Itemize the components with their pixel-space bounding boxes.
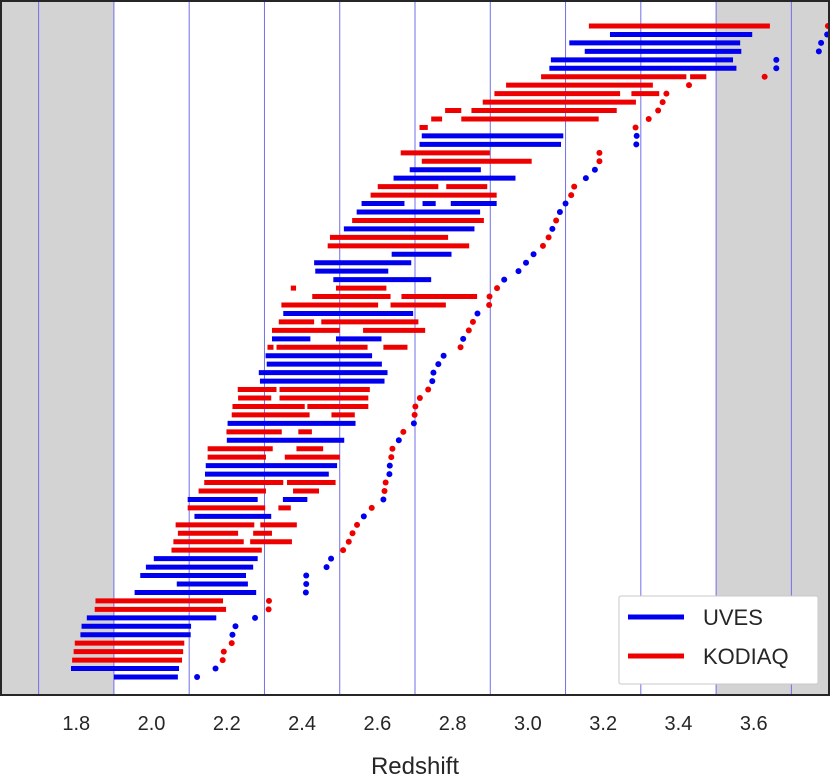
zem-dot-kodiaq-26 [539, 242, 546, 249]
zem-dot-kodiaq-59 [354, 521, 361, 528]
x-tick-label-3: 2.4 [288, 713, 316, 735]
zem-dot-kodiaq-60 [349, 530, 356, 537]
zem-dot-kodiaq-62 [340, 547, 347, 554]
zem-dot-kodiaq-48 [400, 428, 407, 435]
zem-dot-uves-72 [229, 631, 236, 638]
zem-dot-uves-52 [386, 462, 393, 469]
zem-dot-kodiaq-32 [486, 293, 493, 300]
zem-dot-uves-39 [440, 352, 447, 359]
x-tick-label-4: 2.6 [363, 713, 391, 735]
zem-dot-kodiaq-10 [655, 107, 662, 114]
zem-dot-uves-70 [252, 614, 259, 621]
zem-dot-kodiaq-50 [389, 445, 396, 452]
zem-dot-kodiaq-19 [571, 183, 578, 190]
legend-label-uves: UVES [703, 605, 763, 630]
shaded-region-0 [1, 1, 114, 695]
zem-dot-uves-28 [523, 259, 530, 266]
zem-dot-uves-24 [549, 225, 556, 232]
zem-dot-kodiaq-73 [228, 640, 235, 647]
zem-dot-kodiaq-12 [632, 124, 639, 131]
zem-dot-uves-71 [232, 623, 239, 630]
zem-dot-kodiaq-6 [761, 73, 768, 80]
zem-dot-kodiaq-9 [659, 99, 666, 106]
zem-dot-kodiaq-20 [568, 192, 575, 199]
x-tick-label-7: 3.2 [589, 713, 617, 735]
zem-dot-kodiaq-57 [368, 504, 375, 511]
zem-dot-uves-34 [474, 310, 481, 317]
sightline-segments [71, 23, 770, 680]
x-tick-label-5: 2.8 [439, 713, 467, 735]
zem-dot-uves-40 [435, 361, 442, 368]
zem-dot-uves-22 [556, 209, 563, 215]
zem-dot-kodiaq-61 [345, 538, 352, 545]
x-axis-label: Redshift [371, 753, 459, 780]
zem-dot-uves-3 [815, 48, 822, 55]
zem-dot-kodiaq-46 [411, 411, 418, 418]
zem-dot-uves-76 [212, 665, 219, 672]
zem-dot-uves-17 [591, 166, 598, 173]
zem-dot-kodiaq-15 [596, 149, 603, 156]
zem-dot-kodiaq-25 [545, 234, 552, 241]
x-tick-label-9: 3.6 [740, 713, 768, 735]
zem-dot-uves-29 [515, 268, 522, 275]
zem-dot-kodiaq-23 [553, 217, 560, 224]
zem-dot-uves-66 [303, 581, 310, 587]
zem-dot-uves-63 [328, 555, 335, 562]
zem-dot-uves-65 [303, 572, 310, 579]
zem-dot-uves-5 [773, 65, 780, 72]
zem-dot-kodiaq-69 [265, 606, 272, 613]
zem-dot-kodiaq-75 [219, 657, 226, 664]
zem-dot-uves-47 [410, 420, 417, 427]
zem-dot-kodiaq-54 [382, 479, 389, 486]
x-tick-label-6: 3.0 [514, 713, 542, 735]
plot-frame [0, 0, 830, 696]
zem-dot-uves-49 [395, 437, 402, 444]
emission-redshift-dots [194, 23, 830, 680]
x-tick-label-0: 1.8 [62, 713, 90, 735]
x-tick-labels: 1.8 2.0 2.2 2.4 2.6 2.8 3.0 3.2 3.4 3.6 [62, 713, 767, 735]
zem-dot-kodiaq-7 [685, 82, 692, 89]
zem-dot-uves-77 [194, 674, 201, 680]
zem-dot-kodiaq-8 [663, 90, 670, 97]
zem-dot-kodiaq-11 [645, 116, 652, 122]
zem-dot-uves-18 [582, 175, 589, 182]
zem-dot-kodiaq-68 [265, 597, 272, 604]
shaded-region-1 [716, 1, 829, 695]
zem-dot-uves-30 [501, 276, 508, 283]
zem-dot-uves-41 [430, 369, 437, 376]
zem-dot-kodiaq-35 [469, 318, 476, 325]
zem-dot-uves-2 [818, 39, 825, 46]
zem-dot-kodiaq-16 [596, 158, 603, 165]
zem-dot-uves-56 [380, 496, 387, 503]
zem-dot-uves-4 [773, 56, 780, 63]
zem-dot-uves-42 [429, 378, 436, 385]
zem-dot-uves-58 [360, 513, 367, 520]
x-tick-label-1: 2.0 [138, 713, 166, 735]
shaded-regions [1, 1, 829, 695]
zem-dot-kodiaq-43 [425, 386, 432, 393]
zem-dot-uves-53 [386, 471, 393, 478]
zem-dot-kodiaq-44 [416, 395, 423, 401]
zem-dot-uves-21 [562, 200, 569, 207]
legend: UVES KODIAQ [618, 595, 819, 685]
zem-dot-kodiaq-31 [494, 285, 501, 292]
zem-dot-kodiaq-38 [457, 344, 464, 351]
legend-label-kodiaq: KODIAQ [703, 644, 789, 669]
zem-dot-uves-13 [633, 132, 640, 139]
zem-dot-uves-14 [633, 141, 640, 148]
zem-dot-uves-67 [302, 589, 309, 596]
zem-dot-kodiaq-55 [381, 488, 388, 494]
zem-dot-kodiaq-45 [412, 403, 419, 410]
x-tick-label-2: 2.2 [213, 713, 241, 735]
zem-dot-uves-37 [460, 335, 467, 342]
x-tick-label-8: 3.4 [665, 713, 693, 735]
zem-dot-uves-64 [323, 564, 330, 571]
zem-dot-uves-27 [530, 251, 537, 258]
zem-dot-kodiaq-74 [220, 648, 227, 655]
zem-dot-kodiaq-36 [465, 327, 472, 334]
zem-dot-kodiaq-51 [388, 454, 395, 461]
zem-dot-kodiaq-33 [486, 302, 493, 308]
